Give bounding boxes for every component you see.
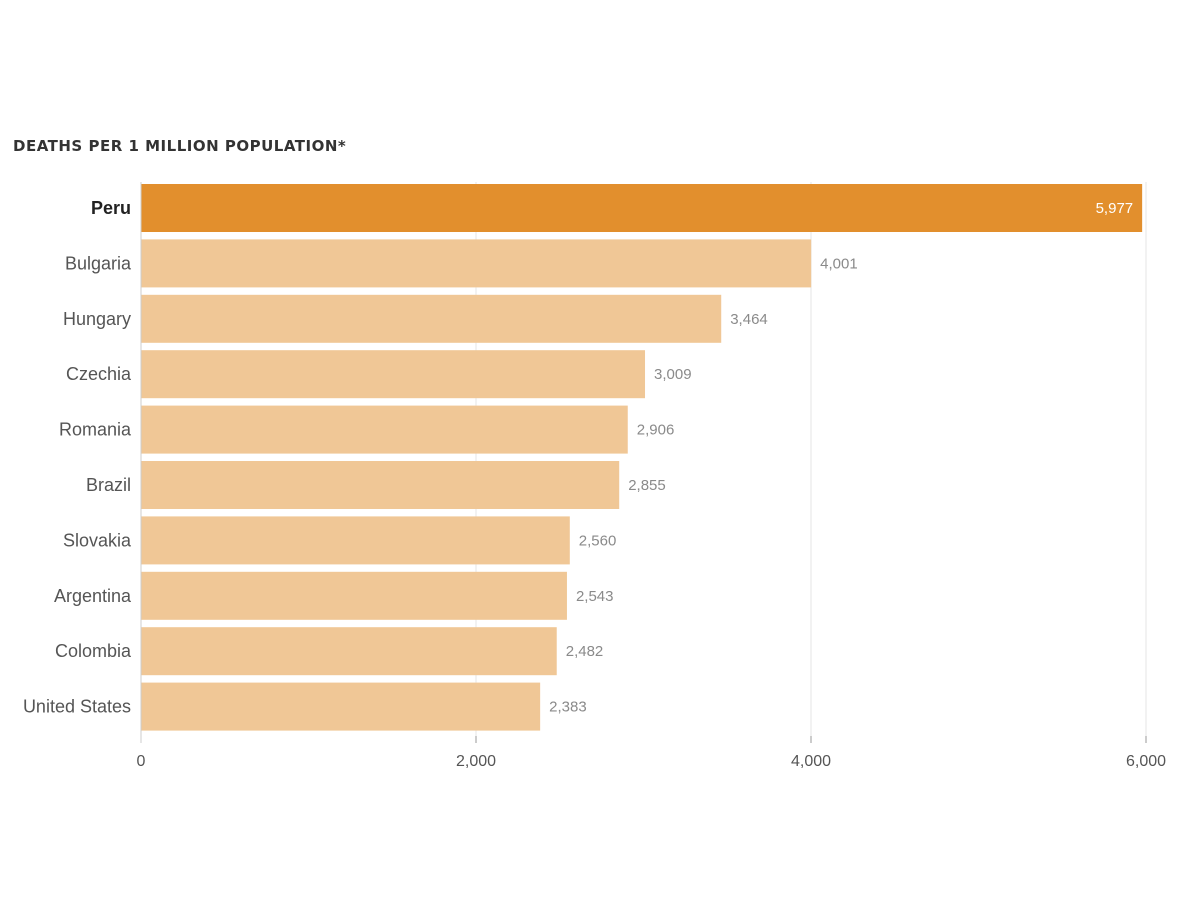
chart-title: DEATHS PER 1 MILLION POPULATION* — [13, 137, 347, 155]
bar-bulgaria — [141, 239, 812, 288]
value-label: 5,977 — [1096, 200, 1134, 217]
bar-united-states — [141, 682, 541, 731]
bar-slovakia — [141, 516, 570, 565]
bar-brazil — [141, 461, 620, 509]
category-label: Argentina — [54, 586, 132, 606]
value-label: 2,906 — [637, 422, 675, 439]
x-tick-label: 0 — [137, 753, 146, 770]
category-label: Colombia — [55, 641, 132, 661]
bar-czechia — [141, 350, 646, 399]
bar-peru — [141, 184, 1143, 232]
category-label: Slovakia — [63, 530, 132, 550]
value-label: 3,009 — [654, 366, 692, 383]
bar-colombia — [141, 627, 557, 676]
x-axis: 0 2,000 4,000 6,000 — [137, 182, 1166, 770]
bar-hungary — [141, 294, 722, 343]
value-label: 2,855 — [628, 477, 666, 494]
bar-romania — [141, 405, 628, 454]
value-label: 2,383 — [549, 699, 587, 716]
x-tick-label: 4,000 — [791, 753, 831, 770]
category-label: United States — [23, 697, 131, 717]
category-label: Bulgaria — [65, 253, 132, 273]
value-label: 4,001 — [820, 255, 858, 272]
category-label: Hungary — [63, 309, 131, 329]
bar-argentina — [141, 571, 567, 620]
bars: Peru 5,977 Bulgaria 4,001 Hungary 3,464 Czechi… — [23, 184, 1143, 731]
category-label: Brazil — [86, 475, 131, 495]
value-label: 2,482 — [566, 643, 604, 660]
category-label: Czechia — [66, 364, 132, 384]
value-label: 2,560 — [579, 532, 617, 549]
value-label: 3,464 — [730, 311, 768, 328]
category-label: Peru — [91, 198, 131, 218]
x-tick-label: 2,000 — [456, 753, 496, 770]
value-label: 2,543 — [576, 588, 614, 605]
x-tick-label: 6,000 — [1126, 753, 1166, 770]
category-label: Romania — [59, 420, 132, 440]
